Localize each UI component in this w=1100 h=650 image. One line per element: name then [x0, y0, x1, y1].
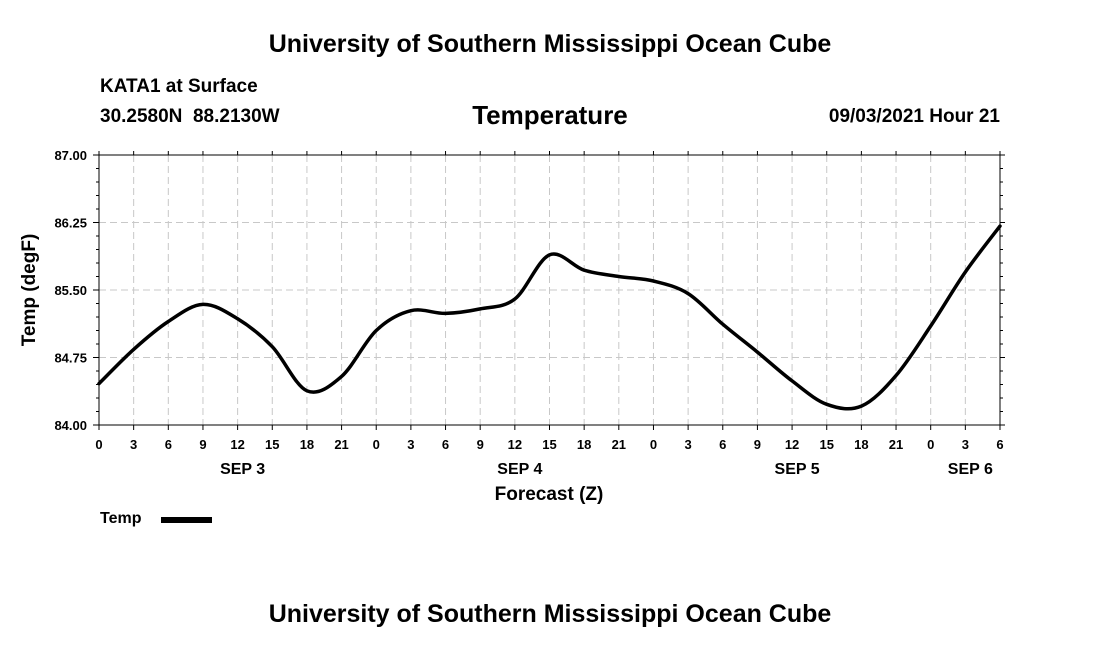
y-tick-label: 86.25 — [54, 216, 87, 231]
legend-label: Temp — [100, 510, 142, 527]
y-axis-title: Temp (degF) — [19, 234, 40, 347]
series-layer — [97, 224, 1002, 411]
x-tick-label: 18 — [577, 437, 591, 452]
forecast-datetime: 09/03/2021 Hour 21 — [828, 106, 1000, 127]
x-tick-label: 3 — [962, 437, 969, 452]
y-tick-label: 87.00 — [54, 148, 87, 163]
x-tick-label: 0 — [95, 437, 102, 452]
variable-title: Temperature — [472, 100, 628, 130]
x-tick-label: 21 — [889, 437, 903, 452]
x-tick-label: 12 — [508, 437, 522, 452]
x-tick-label: 21 — [334, 437, 348, 452]
plot-area-frame — [98, 154, 1001, 426]
station-label: KATA1 at Surface — [100, 76, 258, 97]
x-tick-label: 18 — [854, 437, 868, 452]
x-tick-label: 3 — [130, 437, 137, 452]
x-tick-label: 6 — [719, 437, 726, 452]
x-tick-label: 3 — [407, 437, 414, 452]
x-tick-label: 21 — [612, 437, 626, 452]
x-tick-label: 18 — [300, 437, 314, 452]
x-tick-label: 0 — [927, 437, 934, 452]
x-tick-label: 6 — [165, 437, 172, 452]
x-tick-label: 6 — [442, 437, 449, 452]
y-tick-label: 84.75 — [54, 351, 87, 366]
y-tick-label: 84.00 — [54, 418, 87, 433]
x-tick-label: 15 — [265, 437, 279, 452]
x-day-label: SEP 6 — [948, 461, 993, 478]
footer-title: University of Southern Mississippi Ocean… — [268, 600, 832, 628]
x-axis-title: Forecast (Z) — [495, 484, 604, 505]
axis-labels: 84.00 84.75 85.50 86.25 87.00 0 3 6 9 12 15 18 21 0 3 6… — [54, 148, 1003, 478]
station-coordinates: 30.2580N 88.2130W — [100, 106, 280, 127]
x-tick-label: 0 — [650, 437, 657, 452]
x-tick-label: 12 — [785, 437, 799, 452]
axis-ticks — [93, 151, 1005, 430]
x-tick-label: 15 — [819, 437, 833, 452]
x-tick-label: 9 — [199, 437, 206, 452]
x-day-label: SEP 5 — [775, 461, 820, 478]
legend-line-swatch — [161, 517, 212, 523]
y-tick-label: 85.50 — [54, 283, 87, 298]
x-tick-label: 9 — [754, 437, 761, 452]
x-day-label: SEP 3 — [220, 461, 265, 478]
x-tick-label: 12 — [230, 437, 244, 452]
x-day-label: SEP 4 — [497, 461, 542, 478]
x-tick-label: 6 — [996, 437, 1003, 452]
x-tick-label: 15 — [542, 437, 556, 452]
x-tick-label: 3 — [684, 437, 691, 452]
x-tick-label: 9 — [477, 437, 484, 452]
x-tick-label: 0 — [373, 437, 380, 452]
grid-lines — [99, 155, 1000, 425]
page-title: University of Southern Mississippi Ocean… — [268, 30, 832, 58]
